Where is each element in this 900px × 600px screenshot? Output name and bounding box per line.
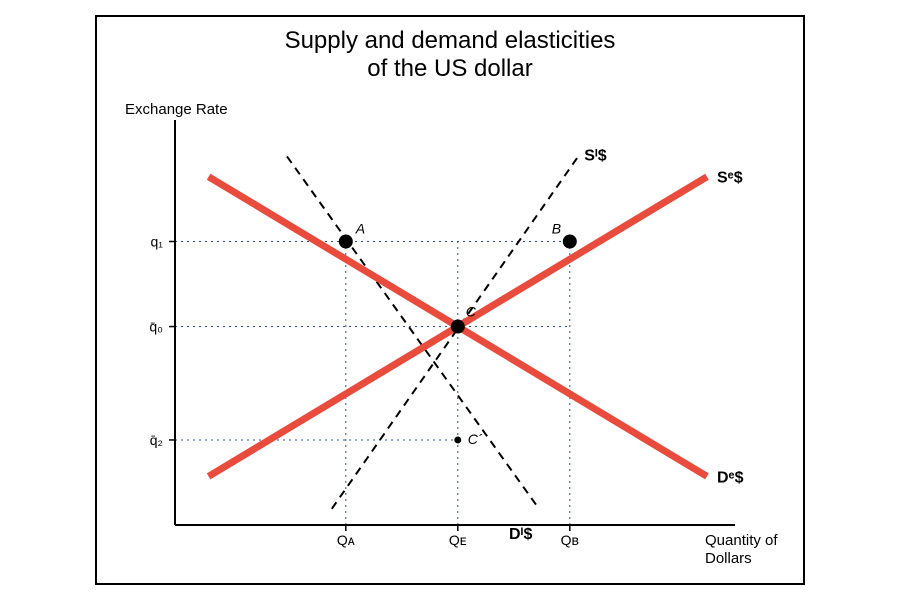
label-S-inelastic: Sᴵ$ bbox=[584, 147, 607, 164]
figure-canvas: Supply and demand elasticitiesof the US … bbox=[0, 0, 900, 600]
label-S-elastic: Sᵉ$ bbox=[717, 170, 743, 187]
xlabel-Qᴀ: Qᴀ bbox=[337, 532, 355, 548]
xlabel-Qᴇ: Qᴇ bbox=[449, 532, 467, 548]
inelastic-supply-line bbox=[287, 156, 539, 508]
point-Cp bbox=[454, 436, 461, 443]
point-label-A: A bbox=[355, 221, 365, 237]
ylabel-q₁: q₁ bbox=[150, 234, 163, 250]
point-A bbox=[339, 235, 353, 249]
x-axis-title-1: Quantity of bbox=[705, 532, 778, 549]
point-label-C: C bbox=[466, 304, 477, 320]
ylabel-q̄₀: q̄₀ bbox=[149, 319, 163, 335]
xlabel-Qʙ: Qʙ bbox=[561, 532, 579, 548]
ylabel-q̄₂: q̄₂ bbox=[150, 432, 163, 448]
point-C bbox=[451, 320, 465, 334]
x-axis-title-2: Dollars bbox=[705, 550, 752, 567]
point-B bbox=[563, 235, 577, 249]
label-D-elastic: Dᵉ$ bbox=[717, 469, 744, 486]
point-label-Cp: C´ bbox=[468, 431, 483, 447]
point-label-B: B bbox=[552, 221, 561, 237]
y-axis-title: Exchange Rate bbox=[125, 101, 228, 118]
label-D-inelastic: Dᴵ$ bbox=[509, 526, 532, 543]
plot-svg: q₁ q̄₀ q̄₂ Qᴀ Qᴇ Qʙ Sᴵ$ Dᴵ$ Sᵉ$ Dᵉ$ Exchange Rate Q… bbox=[0, 0, 900, 600]
